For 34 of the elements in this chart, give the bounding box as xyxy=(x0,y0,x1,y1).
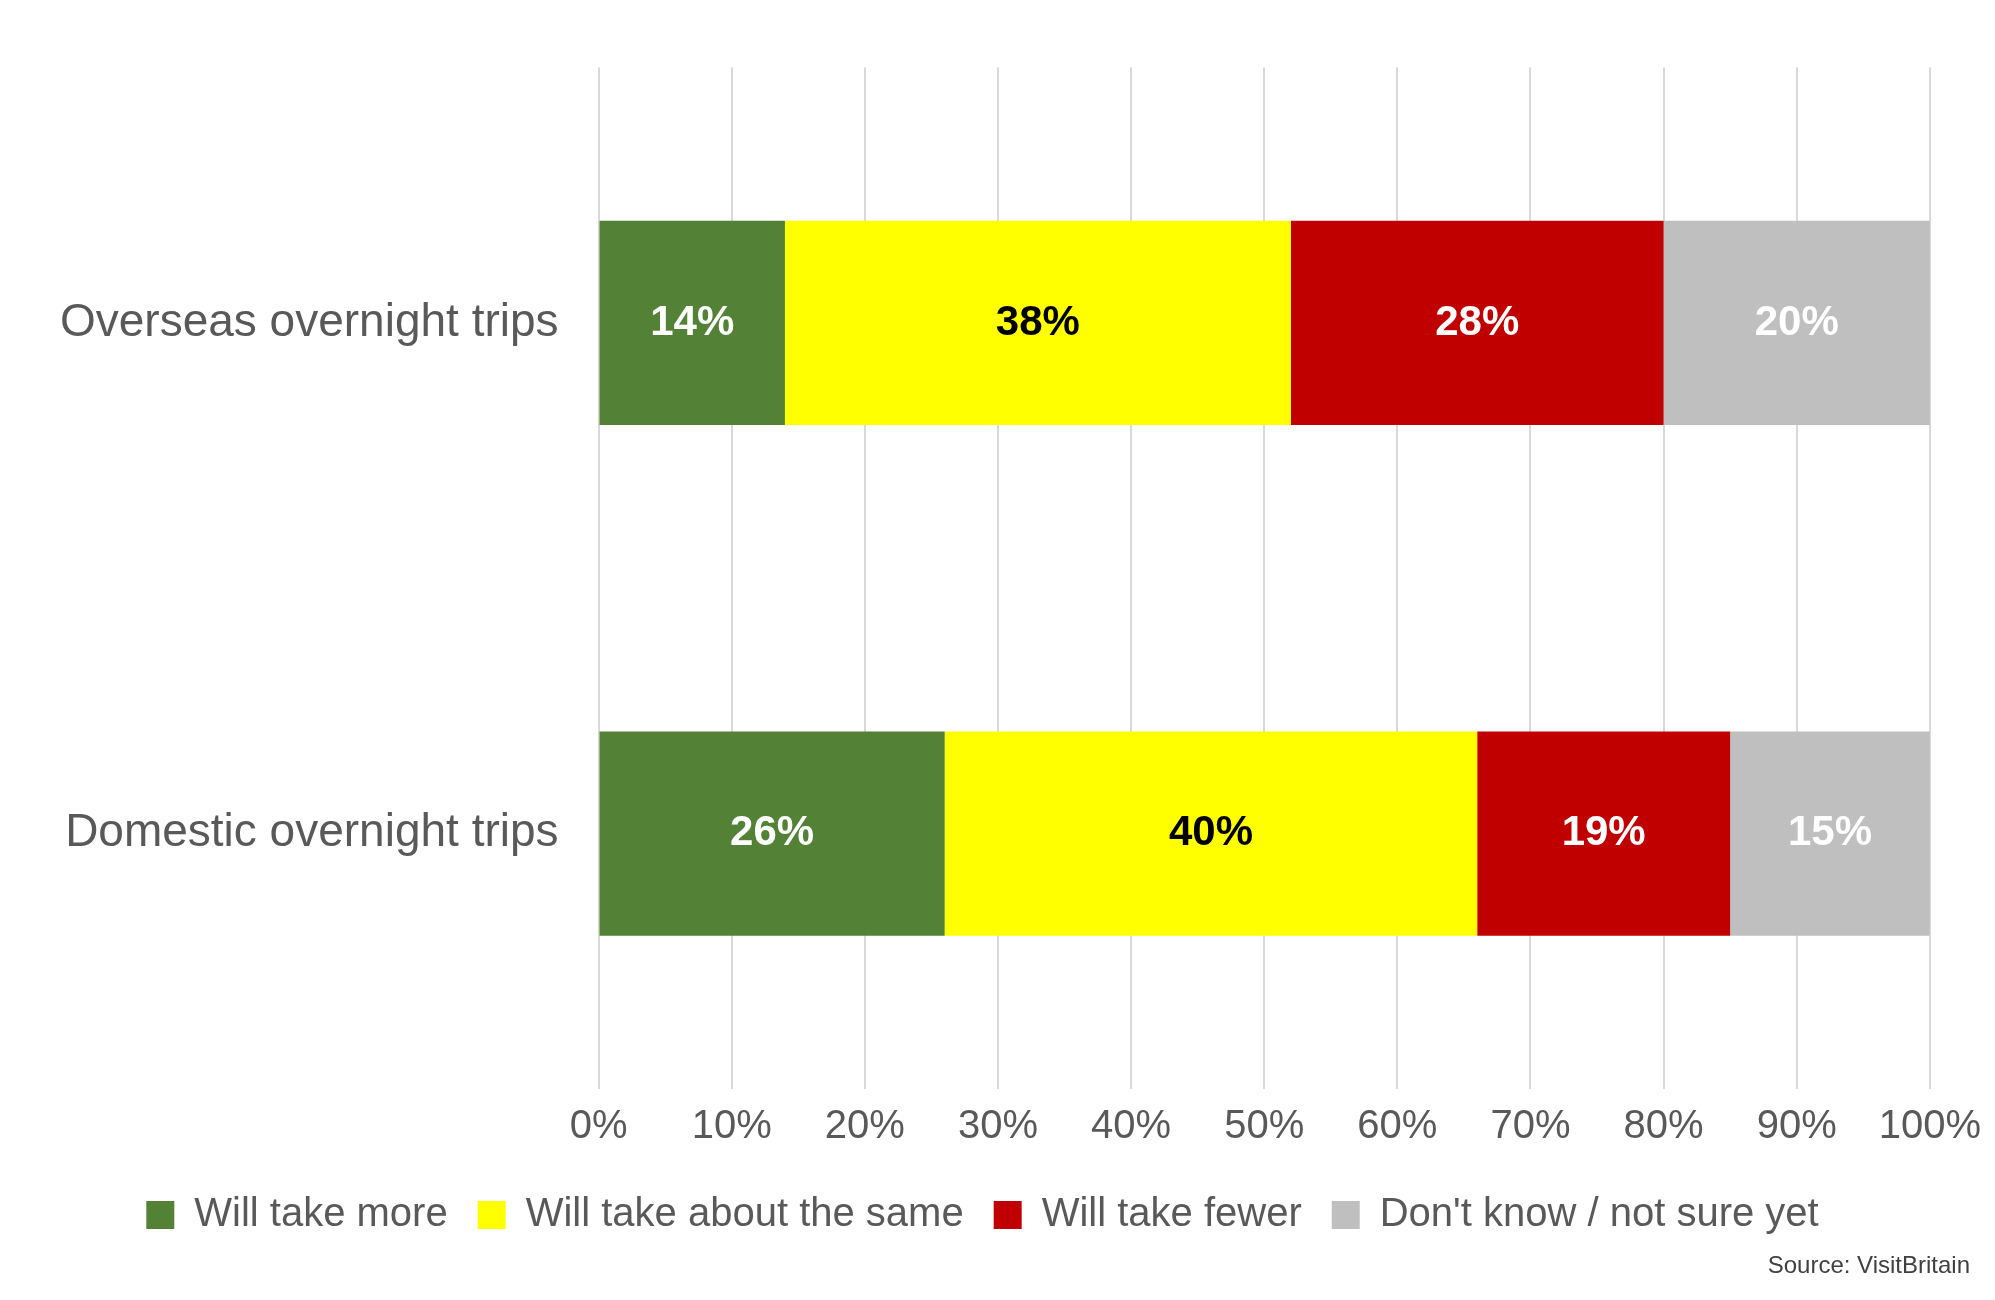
legend-label: Will take fewer xyxy=(1041,1190,1302,1235)
legend-label: Will take more xyxy=(194,1190,448,1235)
x-tick-label: 70% xyxy=(1490,1102,1571,1147)
x-tick-label: 20% xyxy=(824,1102,905,1147)
bar xyxy=(599,220,785,426)
x-tick-label: 40% xyxy=(1091,1102,1172,1147)
data-label: 14% xyxy=(650,296,735,344)
data-label: 28% xyxy=(1435,296,1520,344)
bar xyxy=(784,220,1291,426)
x-tick-label: 100% xyxy=(1878,1102,1981,1147)
legend-label: Will take about the same xyxy=(525,1190,964,1235)
x-tick-label: 10% xyxy=(691,1102,772,1147)
x-tick-label: 60% xyxy=(1357,1102,1438,1147)
bar xyxy=(1477,731,1731,936)
data-label: 38% xyxy=(995,296,1080,344)
data-label: 26% xyxy=(730,807,815,855)
bar xyxy=(1730,731,1930,936)
legend-label: Don't know / not sure yet xyxy=(1379,1190,1819,1235)
x-tick-label: 30% xyxy=(957,1102,1038,1147)
data-label: 19% xyxy=(1561,807,1646,855)
y-tick-label: Overseas overnight trips xyxy=(60,293,559,346)
source-note: Source: VisitBritain xyxy=(1767,1250,1970,1278)
y-tick-label: Domestic overnight trips xyxy=(65,804,559,857)
bar xyxy=(1290,220,1664,426)
bar xyxy=(944,731,1478,936)
data-label: 40% xyxy=(1168,807,1253,855)
data-label: 15% xyxy=(1787,807,1873,855)
x-tick-label: 50% xyxy=(1224,1102,1305,1147)
bar xyxy=(1663,220,1930,426)
x-tick-label: 0% xyxy=(569,1102,628,1147)
bar xyxy=(599,731,945,936)
data-label: 20% xyxy=(1754,296,1839,344)
x-tick-label: 90% xyxy=(1756,1102,1837,1147)
x-tick-label: 80% xyxy=(1623,1102,1704,1147)
